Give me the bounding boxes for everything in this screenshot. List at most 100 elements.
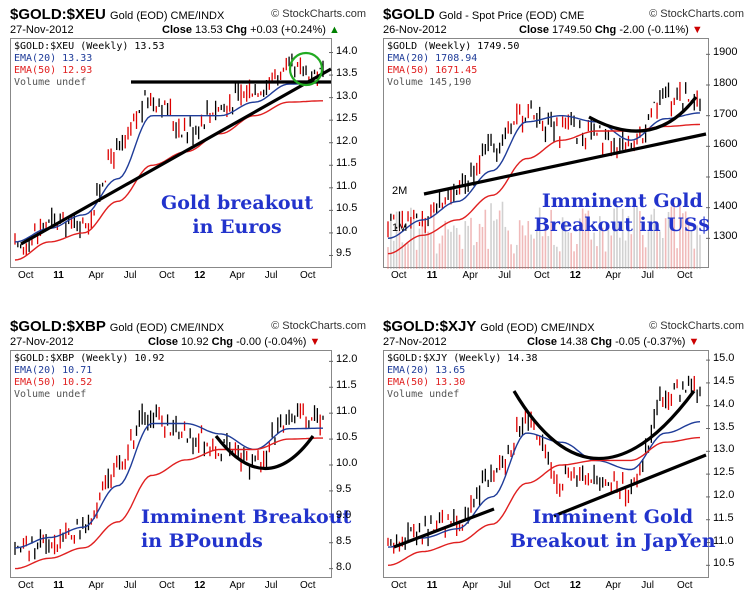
x-tick-label: 11 — [426, 270, 438, 281]
volume-bar — [550, 209, 552, 269]
volume-bar — [627, 215, 630, 269]
chart-annotation: Imminent Gold Breakout in JapYen — [510, 506, 716, 552]
volume-bar — [644, 247, 647, 269]
y-tick-label: 10.5 — [336, 202, 358, 215]
y-tick-label: 1500 — [713, 169, 738, 181]
price-chart-svg — [387, 359, 710, 566]
down-arrow-icon: ▼ — [309, 336, 321, 348]
volume-bar — [630, 234, 633, 269]
chg-value: -2.00 (-0.11%) — [619, 24, 689, 36]
volume-bar — [495, 219, 498, 269]
x-tick-label: Oct — [18, 270, 34, 281]
ema20-line — [14, 422, 323, 549]
ema50-line — [14, 437, 323, 570]
legend-ema20: EMA(20) 13.33 — [14, 53, 93, 64]
y-tick-label: 15.0 — [713, 352, 735, 365]
volume-bar — [450, 231, 452, 269]
x-tick-label: Apr — [88, 270, 105, 281]
legend-ema50: EMA(50) 13.30 — [387, 377, 466, 388]
y-tick-label: 11.5 — [336, 157, 357, 170]
volume-bar — [507, 230, 510, 269]
volume-bar — [536, 228, 538, 269]
volume-bar — [636, 206, 638, 269]
y-tick-label: 12.0 — [336, 353, 358, 366]
chg-value: +0.03 (+0.24%) — [250, 24, 326, 36]
volume-bar — [404, 243, 406, 269]
volume-bar — [481, 226, 484, 269]
volume-bar — [441, 235, 444, 269]
volume-bar — [387, 247, 389, 269]
price-chart-svg — [14, 51, 333, 261]
legend-price: $GOLD:$XBP (Weekly) 10.92 — [14, 353, 165, 364]
volume-bar — [487, 248, 489, 269]
close-value: 10.92 — [181, 336, 209, 348]
chart-title: $GOLD Gold - Spot Price (EOD) CME — [383, 6, 585, 23]
x-tick-label: Oct — [534, 270, 550, 281]
chg-label: Chg — [211, 336, 234, 348]
chart-legend: $GOLD (Weekly) 1749.50 EMA(20) 1708.94 E… — [387, 41, 519, 89]
volume-bar — [687, 218, 690, 269]
down-arrow-icon: ▼ — [688, 336, 700, 348]
y-tick-label: 1900 — [713, 46, 738, 59]
x-tick-label: Apr — [229, 580, 246, 591]
chart-date: 27-Nov-2012 — [383, 336, 447, 348]
volume-bar — [527, 221, 530, 269]
x-tick-label: Oct — [18, 580, 34, 591]
volume-bar — [581, 208, 584, 269]
cup-pattern-arc — [588, 96, 698, 133]
volume-bar — [432, 209, 435, 269]
y-tick-label: 1800 — [713, 77, 738, 89]
y-tick-label: 1300 — [713, 230, 738, 243]
chart-title: $GOLD:$XJY Gold (EOD) CME/INDX — [383, 318, 595, 335]
ema50-line — [387, 436, 701, 566]
volume-bar — [556, 246, 558, 269]
volume-bar — [415, 249, 418, 269]
volume-bar — [438, 243, 441, 269]
volume-bar — [410, 207, 412, 269]
y-tick-label: 8.5 — [336, 534, 352, 547]
volume-bar — [676, 248, 678, 269]
volume-bar — [547, 236, 550, 269]
volume-bar — [596, 246, 598, 269]
volume-bar — [693, 248, 696, 269]
volume-bar — [684, 211, 687, 269]
volume-bar — [538, 207, 541, 269]
volume-bar — [570, 232, 572, 269]
volume-bar — [401, 242, 404, 269]
chart-subtitle: Gold (EOD) CME/INDX — [480, 322, 595, 334]
volume-bar — [524, 235, 527, 269]
trendline — [393, 507, 495, 549]
source-watermark: © StockCharts.com — [271, 320, 366, 332]
volume-bar — [435, 253, 438, 269]
volume-bar — [398, 225, 401, 269]
volume-bar — [458, 234, 461, 269]
volume-bar — [679, 206, 681, 269]
chart-panel-xbp: $GOLD:$XBP Gold (EOD) CME/INDX © StockCh… — [10, 318, 366, 598]
y-tick-label: 14.5 — [713, 374, 735, 387]
x-tick-label: 12 — [194, 580, 206, 591]
x-tick-label: Jul — [123, 580, 137, 591]
volume-bar — [407, 243, 409, 269]
chart-panel-xjy: $GOLD:$XJY Gold (EOD) CME/INDX © StockCh… — [383, 318, 744, 598]
y-axis: 1900 1800 1700 1600 1500 1400 1300 — [713, 38, 743, 268]
source-watermark: © StockCharts.com — [649, 320, 744, 332]
chart-subtitle: Gold - Spot Price (EOD) CME — [438, 10, 585, 22]
chg-label: Chg — [590, 336, 613, 348]
volume-bar — [498, 210, 501, 269]
legend-volume: Volume undef — [387, 389, 460, 400]
chart-date: 26-Nov-2012 — [383, 24, 447, 36]
x-tick-label: Apr — [605, 580, 622, 591]
x-tick-label: Jul — [123, 270, 137, 281]
x-tick-label: 11 — [426, 580, 438, 591]
volume-bar — [510, 244, 512, 269]
volume-bar — [639, 211, 641, 269]
y-tick-label: 11.5 — [336, 379, 357, 392]
x-axis: Oct 11 Apr Jul Oct 12 Apr Jul Oct — [383, 580, 709, 594]
price-plot: $GOLD (Weekly) 1749.50 EMA(20) 1708.94 E… — [383, 38, 711, 269]
x-tick-label: 12 — [569, 270, 581, 281]
volume-bar — [664, 218, 667, 269]
volume-bar — [593, 232, 595, 269]
ema20-line — [14, 82, 324, 243]
date-close-row: 26-Nov-2012 Close 1749.50 Chg -2.00 (-0.… — [383, 24, 744, 36]
chart-panel-xeu: $GOLD:$XEU Gold (EOD) CME/INDX © StockCh… — [10, 6, 366, 288]
